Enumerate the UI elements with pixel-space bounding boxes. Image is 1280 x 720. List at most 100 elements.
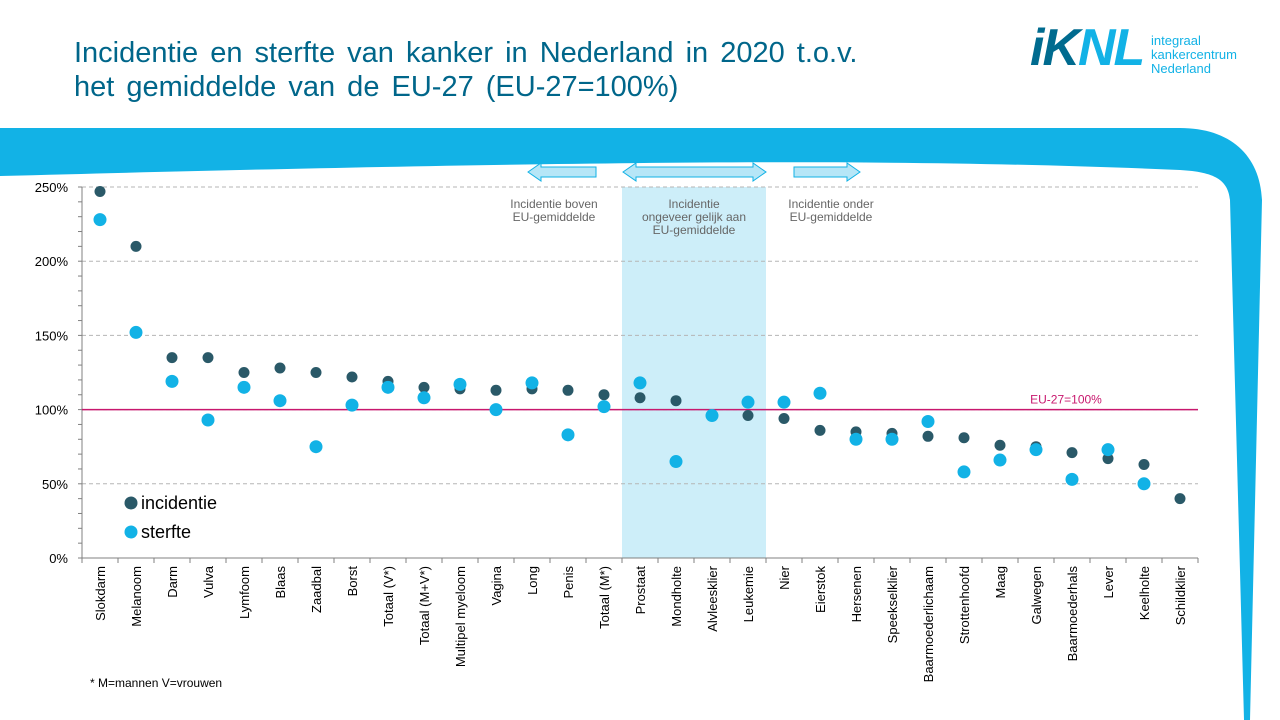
point-incidentie	[166, 352, 178, 364]
point-sterfte	[669, 455, 683, 469]
y-tick-label: 200%	[35, 254, 69, 269]
point-sterfte	[1065, 472, 1079, 486]
annotation-right: Incidentie onder	[788, 197, 873, 211]
x-category-label: Nier	[777, 565, 792, 590]
x-category-label: Long	[525, 566, 540, 595]
point-sterfte	[813, 386, 827, 400]
knl-logo-mark: iKNL	[1030, 18, 1145, 78]
point-incidentie	[598, 389, 610, 401]
point-sterfte	[849, 432, 863, 446]
x-category-label: Eierstok	[813, 566, 828, 613]
point-sterfte	[957, 465, 971, 479]
x-category-label: Totaal (V*)	[381, 566, 396, 627]
point-incidentie	[742, 410, 754, 422]
point-sterfte	[1029, 443, 1043, 457]
point-incidentie	[274, 362, 286, 374]
x-category-label: Slokdarm	[93, 566, 108, 621]
x-category-label: Schildklier	[1173, 565, 1188, 625]
logo-mark-ik: iK	[1030, 19, 1080, 77]
point-sterfte	[741, 395, 755, 409]
x-category-label: Strottenhoofd	[957, 566, 972, 644]
x-category-label: Vagina	[489, 565, 504, 605]
x-category-label: Baarmoederhals	[1065, 566, 1080, 662]
legend-label-sterfte: sterfte	[141, 522, 191, 542]
x-category-label: Speekselklier	[885, 565, 900, 643]
x-category-label: Zaadbal	[309, 566, 324, 613]
axes	[78, 186, 1199, 563]
point-sterfte	[597, 400, 611, 414]
title-line-2: het gemiddelde van de EU-27 (EU-27=100%)	[74, 71, 679, 103]
x-category-label: Prostaat	[633, 566, 648, 615]
point-incidentie	[778, 413, 790, 425]
point-sterfte	[381, 380, 395, 394]
highlight-band	[622, 187, 766, 558]
point-incidentie	[238, 367, 250, 378]
point-incidentie	[1138, 459, 1150, 471]
legend-label-incidentie: incidentie	[141, 493, 217, 513]
point-sterfte	[165, 374, 179, 388]
point-incidentie	[130, 240, 142, 252]
point-incidentie	[670, 395, 682, 407]
point-incidentie	[1102, 453, 1114, 465]
point-incidentie	[1066, 447, 1078, 459]
point-incidentie	[994, 439, 1006, 451]
point-incidentie	[958, 432, 970, 444]
point-sterfte	[345, 398, 359, 412]
logo-line-2: kankercentrum	[1151, 47, 1237, 62]
x-category-label: Vulva	[201, 565, 216, 598]
point-incidentie	[490, 384, 502, 396]
arrow-both-icon	[622, 162, 767, 182]
x-category-label: Blaas	[273, 566, 288, 599]
page-title: Incidentie en sterfte van kanker in Nede…	[74, 36, 857, 104]
point-sterfte	[309, 440, 323, 454]
x-category-label: Darm	[165, 566, 180, 598]
point-sterfte	[1137, 477, 1151, 491]
y-tick-label: 0%	[49, 551, 68, 566]
x-category-label: Alvleesklier	[705, 565, 720, 631]
point-incidentie	[94, 185, 106, 197]
point-sterfte	[705, 409, 719, 423]
point-sterfte	[489, 403, 503, 417]
point-incidentie	[202, 352, 214, 364]
logo-mark-nl: NL	[1078, 19, 1145, 77]
annotation-middle: Incidentie	[668, 197, 720, 211]
series-sterfte	[93, 213, 1151, 491]
logo-line-3: Nederland	[1151, 61, 1211, 76]
point-incidentie	[814, 424, 826, 436]
logo-line-1: integraal	[1151, 33, 1201, 48]
y-tick-labels: 0% 50% 100% 150% 200% 250%	[35, 180, 69, 566]
point-sterfte	[201, 413, 215, 427]
annotation-middle: ongeveer gelijk aan	[642, 210, 746, 224]
annotation-right: EU-gemiddelde	[790, 210, 873, 224]
x-category-label: Totaal (M*)	[597, 566, 612, 629]
x-category-label: Maag	[993, 566, 1008, 599]
x-category-label: Melanoom	[129, 566, 144, 627]
point-sterfte	[237, 380, 251, 394]
logo-text: integraal kankercentrum Nederland	[1151, 34, 1237, 76]
x-category-label: Totaal (M+V*)	[417, 566, 432, 645]
x-category-label: Borst	[345, 566, 360, 597]
legend: incidentie sterfte	[124, 493, 217, 542]
point-sterfte	[921, 414, 935, 428]
legend-marker-incidentie	[124, 496, 138, 510]
x-tick-labels: Slokdarm Melanoom Darm Vulva Lymfoom Blaas Zaa…	[93, 565, 1188, 682]
point-sterfte	[525, 376, 539, 390]
point-sterfte	[633, 376, 647, 390]
point-incidentie	[1174, 493, 1186, 505]
x-category-label: Mondholte	[669, 566, 684, 627]
y-tick-label: 150%	[35, 328, 69, 343]
point-incidentie	[346, 371, 358, 383]
point-sterfte	[777, 395, 791, 409]
annotation-middle: EU-gemiddelde	[653, 223, 736, 237]
x-category-label: Keelholte	[1137, 566, 1152, 620]
y-tick-label: 50%	[42, 477, 68, 492]
arrow-left-icon	[527, 162, 597, 182]
point-sterfte	[453, 377, 467, 391]
x-category-label: Multipel myeloom	[453, 566, 468, 667]
title-line-1: Incidentie en sterfte van kanker in Nede…	[74, 37, 858, 69]
x-category-label: Lever	[1101, 565, 1116, 598]
point-sterfte	[885, 432, 899, 446]
point-sterfte	[1101, 443, 1115, 457]
point-incidentie	[634, 392, 646, 404]
